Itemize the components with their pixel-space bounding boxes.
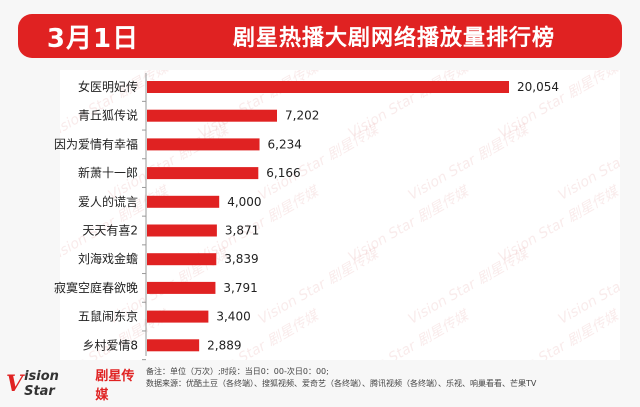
- data-label: 3,839: [224, 252, 258, 266]
- bar: [147, 253, 217, 266]
- data-label: 3,400: [216, 310, 250, 324]
- footer-notes: 备注：单位（万次）;时段：当日0：00-次日0：00; 数据来源：优酷土豆（各终…: [146, 366, 634, 402]
- note-line-1: 备注：单位（万次）;时段：当日0：00-次日0：00;: [146, 367, 329, 376]
- category-label: 因为爱情有幸福: [54, 136, 138, 151]
- bar: [147, 224, 217, 237]
- logo-chinese: 剧星传媒: [95, 369, 135, 403]
- category-label: 乡村爱情8: [82, 338, 138, 352]
- data-label: 20,054: [517, 80, 559, 94]
- date-badge: 3月1日: [18, 14, 168, 58]
- category-label: 青丘狐传说: [78, 108, 138, 123]
- bar: [147, 81, 509, 93]
- chart-header: 3月1日 剧星热播大剧网络播放量排行榜: [18, 14, 622, 58]
- data-label: 6,166: [266, 166, 300, 180]
- bar: [147, 109, 278, 122]
- data-label: 2,889: [207, 338, 241, 352]
- data-label: 7,202: [285, 109, 319, 123]
- data-label: 6,234: [268, 137, 302, 151]
- category-label: 寂寞空庭春欲晚: [54, 280, 138, 295]
- brand-logo: V ision Star 剧星传媒: [6, 364, 146, 404]
- data-label: 3,871: [225, 224, 259, 238]
- data-label: 4,000: [227, 195, 261, 209]
- bar: [147, 167, 259, 180]
- logo-mark: V: [6, 371, 24, 397]
- category-label: 爱人的谎言: [78, 194, 138, 209]
- bar: [147, 310, 209, 323]
- bar: [147, 138, 260, 151]
- category-label: 新萧十一郎: [78, 165, 138, 180]
- category-label: 女医明妃传: [78, 79, 138, 94]
- category-label: 刘海戏金蟾: [78, 251, 138, 266]
- bar: [147, 281, 216, 294]
- category-label: 五鼠闹东京: [78, 310, 138, 324]
- note-line-2: 数据来源：优酷土豆（各终端）、搜狐视频、爱奇艺（各终端）、腾讯视频（各终端）、乐…: [146, 379, 537, 388]
- bar: [147, 195, 220, 208]
- logo-text: ision Star: [24, 369, 59, 399]
- data-label: 3,791: [223, 281, 257, 295]
- chart-title: 剧星热播大剧网络播放量排行榜: [166, 14, 622, 58]
- category-label: 天天有喜2: [82, 224, 138, 238]
- bar: [147, 339, 200, 352]
